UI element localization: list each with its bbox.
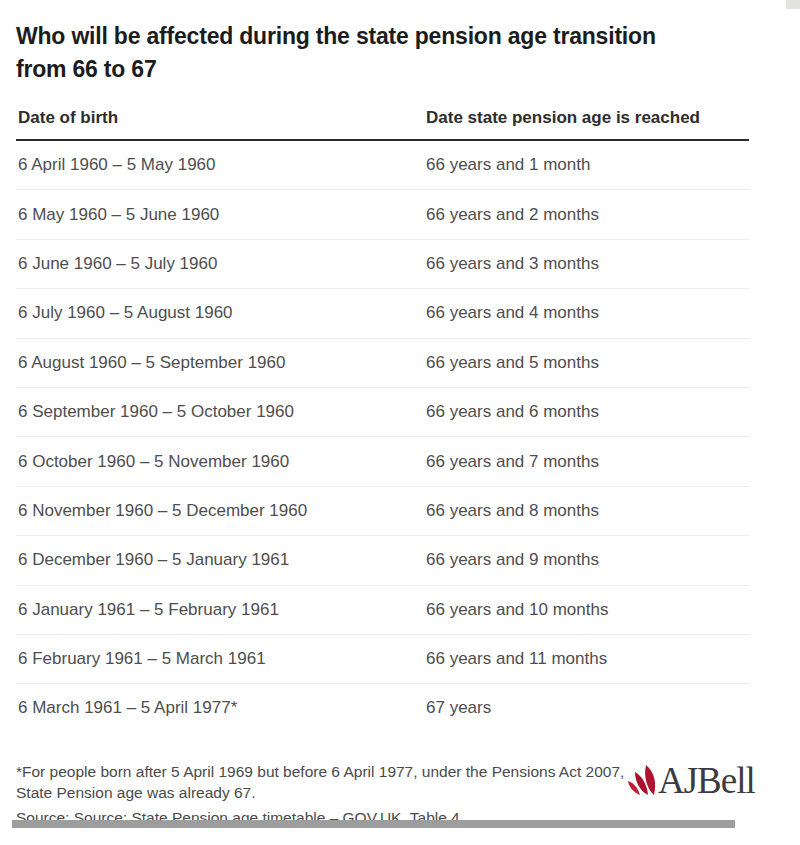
page-title: Who will be affected during the state pe… xyxy=(16,20,706,86)
ajbell-swoosh-icon xyxy=(626,764,658,800)
spa-cell: 66 years and 4 months xyxy=(426,303,749,323)
dob-cell: 6 April 1960 – 5 May 1960 xyxy=(16,155,426,175)
spa-cell: 66 years and 9 months xyxy=(426,550,749,570)
table-body: 6 April 1960 – 5 May 1960 66 years and 1… xyxy=(16,141,749,733)
dob-cell: 6 January 1961 – 5 February 1961 xyxy=(16,600,426,620)
dob-cell: 6 May 1960 – 5 June 1960 xyxy=(16,205,426,225)
spa-cell: 66 years and 1 month xyxy=(426,155,749,175)
table-row: 6 December 1960 – 5 January 1961 66 year… xyxy=(16,536,749,585)
table-row: 6 January 1961 – 5 February 1961 66 year… xyxy=(16,586,749,635)
table-row: 6 September 1960 – 5 October 1960 66 yea… xyxy=(16,388,749,437)
table-row: 6 August 1960 – 5 September 1960 66 year… xyxy=(16,339,749,388)
table-header: Date of birth Date state pension age is … xyxy=(16,108,749,141)
table-row: 6 February 1961 – 5 March 1961 66 years … xyxy=(16,635,749,684)
dob-cell: 6 June 1960 – 5 July 1960 xyxy=(16,254,426,274)
footnote: *For people born after 5 April 1969 but … xyxy=(16,761,628,804)
bottom-bar xyxy=(12,820,735,828)
spa-cell: 66 years and 10 months xyxy=(426,600,749,620)
table-row: 6 November 1960 – 5 December 1960 66 yea… xyxy=(16,487,749,536)
table-row: 6 July 1960 – 5 August 1960 66 years and… xyxy=(16,289,749,338)
dob-cell: 6 July 1960 – 5 August 1960 xyxy=(16,303,426,323)
ajbell-logo-text: AJBell xyxy=(658,762,755,800)
dob-cell: 6 August 1960 – 5 September 1960 xyxy=(16,353,426,373)
spa-cell: 66 years and 11 months xyxy=(426,649,749,669)
spa-cell: 66 years and 7 months xyxy=(426,452,749,472)
corner-artifact xyxy=(786,0,800,9)
dob-cell: 6 February 1961 – 5 March 1961 xyxy=(16,649,426,669)
spa-cell: 66 years and 5 months xyxy=(426,353,749,373)
spa-cell: 67 years xyxy=(426,698,749,718)
infographic-page: Who will be affected during the state pe… xyxy=(0,0,800,845)
dob-cell: 6 October 1960 – 5 November 1960 xyxy=(16,452,426,472)
table-row: 6 April 1960 – 5 May 1960 66 years and 1… xyxy=(16,141,749,190)
table-row: 6 October 1960 – 5 November 1960 66 year… xyxy=(16,437,749,486)
spa-cell: 66 years and 8 months xyxy=(426,501,749,521)
table-row: 6 March 1961 – 5 April 1977* 67 years xyxy=(16,684,749,732)
spa-cell: 66 years and 2 months xyxy=(426,205,749,225)
table-row: 6 May 1960 – 5 June 1960 66 years and 2 … xyxy=(16,190,749,239)
column-header-pension-age-reached: Date state pension age is reached xyxy=(426,108,749,128)
column-header-date-of-birth: Date of birth xyxy=(16,108,426,128)
pension-age-table: Date of birth Date state pension age is … xyxy=(16,108,749,733)
spa-cell: 66 years and 6 months xyxy=(426,402,749,422)
dob-cell: 6 December 1960 – 5 January 1961 xyxy=(16,550,426,570)
table-row: 6 June 1960 – 5 July 1960 66 years and 3… xyxy=(16,240,749,289)
dob-cell: 6 November 1960 – 5 December 1960 xyxy=(16,501,426,521)
spa-cell: 66 years and 3 months xyxy=(426,254,749,274)
dob-cell: 6 March 1961 – 5 April 1977* xyxy=(16,698,426,718)
dob-cell: 6 September 1960 – 5 October 1960 xyxy=(16,402,426,422)
ajbell-logo: AJBell xyxy=(626,762,755,800)
